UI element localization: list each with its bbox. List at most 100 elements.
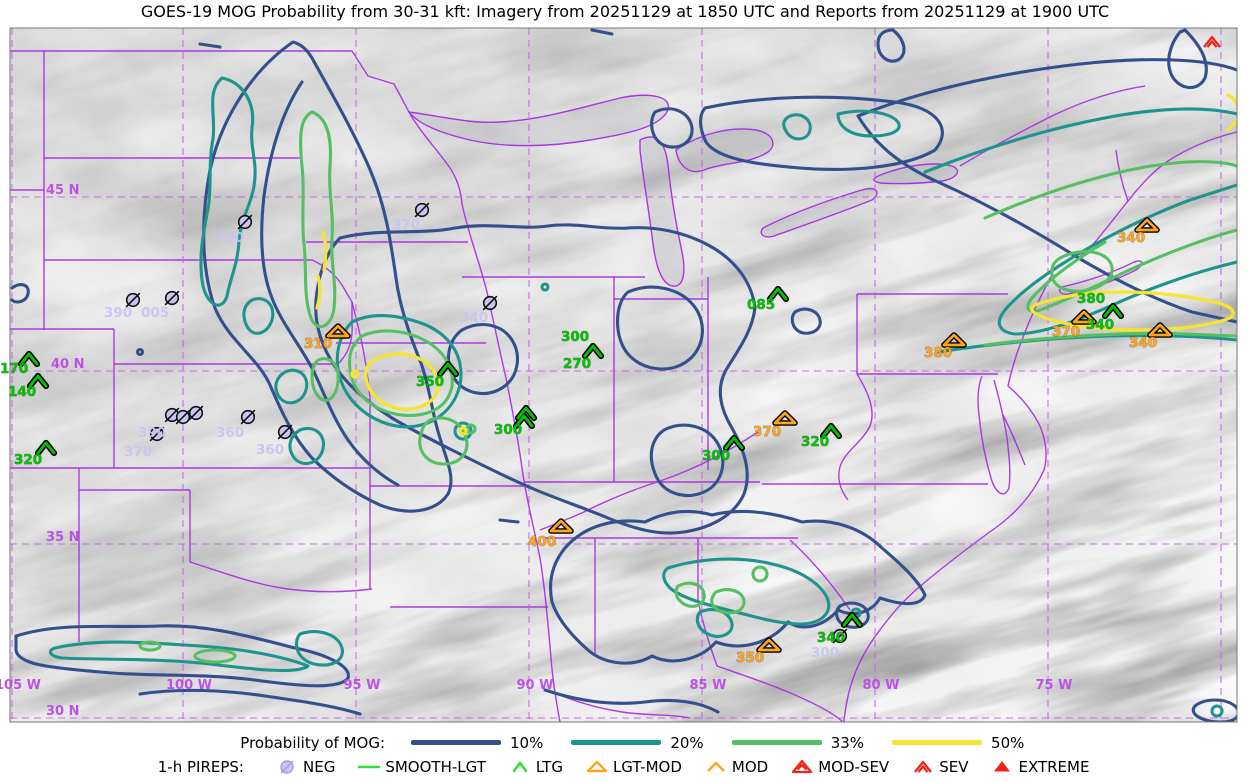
prob-contour-label: 50% — [991, 733, 1025, 752]
lon-label: 75 W — [1036, 678, 1073, 693]
prob-contour-swatch-10% — [411, 740, 501, 745]
legend-pirep-item-extreme: EXTREME — [989, 758, 1089, 776]
pirep-flight-level-label: 340 — [1117, 230, 1145, 246]
pirep-flight-level-label: 320 — [14, 452, 42, 468]
legend-pirep-item-smooth: SMOOTH-LGT — [356, 758, 486, 776]
pirep-flight-level-label: 320 — [801, 434, 829, 450]
prob-contour-label: 10% — [510, 733, 544, 752]
pirep-marker-neg — [237, 214, 253, 230]
pirep-flight-level-label: 370 — [753, 424, 781, 440]
legend-pireps-title: 1-h PIREPS: — [157, 758, 244, 776]
prob-contour-swatch-20% — [571, 740, 662, 745]
pirep-flight-level-label: 370 — [1052, 324, 1080, 340]
legend-pirep-label: SEV — [939, 758, 969, 776]
map-frame — [9, 27, 1238, 723]
pirep-flight-level-label: 300 — [494, 422, 522, 438]
pirep-flight-level-label: 380 — [924, 345, 952, 361]
legend-pireps-items: NEG SMOOTH-LGT LTG LGT-MOD MOD MOD-SEV SEV EXTR… — [274, 758, 1089, 776]
page-title: GOES-19 MOG Probability from 30-31 kft: … — [140, 2, 1110, 21]
legend-probability-items: 10% 20% 33% 50% — [411, 734, 1024, 752]
lon-label: 90 W — [517, 678, 554, 693]
legend-probability: Probability of MOG: 10% 20% 33% 50% — [0, 731, 1250, 754]
neg-icon — [280, 760, 294, 774]
lon-label: 95 W — [344, 678, 381, 693]
pirep-flight-level-label: 340 — [460, 310, 488, 326]
lon-label: 100 W — [166, 678, 212, 693]
pirep-marker-neg — [414, 202, 430, 218]
prob-contour-label: 20% — [670, 733, 704, 752]
legend-prob-item: 50% — [892, 734, 1024, 752]
legend-pirep-label: LGT-MOD — [612, 758, 682, 776]
pirep-flight-level-label: 310 — [304, 336, 332, 352]
pirep-marker-neg — [240, 409, 256, 425]
lon-label: 80 W — [863, 678, 900, 693]
lat-label: 45 N — [46, 183, 80, 198]
pirep-marker-neg — [482, 295, 498, 311]
legend-pirep-label: MOD-SEV — [818, 758, 890, 776]
pirep-marker-neg — [164, 290, 180, 306]
smooth-icon — [358, 765, 381, 769]
pirep-flight-level-label: 360 — [256, 442, 284, 458]
legend-prob-item: 20% — [571, 733, 704, 752]
modsev-icon — [792, 759, 813, 774]
pirep-flight-level-label: 350 — [416, 374, 444, 390]
pirep-flight-level-label: 390 — [138, 425, 166, 441]
pirep-flight-level-label: 390 — [104, 305, 132, 321]
legend-pirep-label: MOD — [731, 758, 769, 776]
pirep-flight-level-label: 350 — [736, 650, 764, 666]
pirep-flight-level-label: 370 — [124, 444, 152, 460]
pirep-marker-neg — [175, 409, 191, 425]
legend-pirep-item-sev: SEV — [910, 758, 968, 776]
pirep-flight-level-label: 005 — [141, 305, 169, 321]
pirep-flight-level-label: 140 — [8, 384, 36, 400]
lon-label: 105 W — [0, 678, 41, 693]
pirep-flight-level-label: 380 — [1077, 291, 1105, 307]
pirep-markers: 400 390 005 370 340 370 390 360 360 300 170 140 320 3… — [0, 35, 1222, 666]
pirep-flight-level-label: 085 — [747, 297, 775, 313]
lat-label: 40 N — [51, 357, 85, 372]
legend-pirep-item-neg: NEG — [274, 758, 335, 776]
mod-icon — [706, 761, 726, 773]
pirep-flight-level-label: 300 — [811, 645, 839, 661]
prob-contour-swatch-50% — [892, 740, 983, 745]
pirep-marker-neg — [188, 405, 204, 421]
pirep-flight-level-label: 300 — [702, 448, 730, 464]
pirep-flight-level-label: 170 — [0, 361, 28, 377]
pirep-flight-level-label: 270 — [563, 356, 591, 372]
pirep-flight-level-label: 340 — [817, 630, 845, 646]
legend-pirep-label: LTG — [535, 758, 563, 776]
legend-pireps: 1-h PIREPS: NEG SMOOTH-LGT LTG LGT-MOD MOD MO… — [0, 755, 1250, 779]
pirep-flight-level-label: 370 — [392, 217, 420, 233]
sev-icon — [914, 760, 933, 774]
legend-pirep-label: NEG — [303, 758, 336, 776]
lon-label: 85 W — [690, 678, 727, 693]
legend-pirep-item-mod: MOD — [703, 758, 768, 776]
pirep-flight-level-label: 340 — [1086, 317, 1114, 333]
lat-label: 35 N — [46, 530, 80, 545]
lgtmod-icon — [586, 760, 608, 773]
legend-pirep-label: SMOOTH-LGT — [385, 758, 486, 776]
legend-pirep-item-modsev: MOD-SEV — [789, 758, 889, 776]
lat-label: 30 N — [46, 704, 80, 719]
extreme-icon — [994, 761, 1011, 772]
latlon-labels: 45 N 40 N 35 N 30 N 105 W 100 W 95 W 90 W 85 W 80… — [0, 183, 1072, 719]
pirep-flight-level-label: 400 — [528, 534, 556, 550]
legend-pirep-label: EXTREME — [1018, 758, 1090, 776]
ltg-icon — [512, 761, 528, 773]
pirep-marker-neg — [277, 424, 293, 440]
prob-contour-swatch-33% — [731, 740, 822, 745]
legend-probability-title: Probability of MOG: — [240, 733, 385, 752]
prob-contour-label: 33% — [830, 733, 865, 752]
legend-pirep-item-lgtmod: LGT-MOD — [584, 758, 682, 776]
pirep-flight-level-label: 340 — [1129, 335, 1157, 351]
pirep-flight-level-label: 300 — [561, 329, 589, 345]
state-borders-layer — [10, 50, 1237, 722]
probability-contours — [10, 28, 1237, 722]
pirep-flight-level-label: 360 — [216, 425, 244, 441]
pirep-flight-level-label: 400 — [216, 230, 244, 246]
legend-prob-item: 33% — [731, 733, 865, 752]
legend-pirep-item-ltg: LTG — [507, 758, 563, 776]
